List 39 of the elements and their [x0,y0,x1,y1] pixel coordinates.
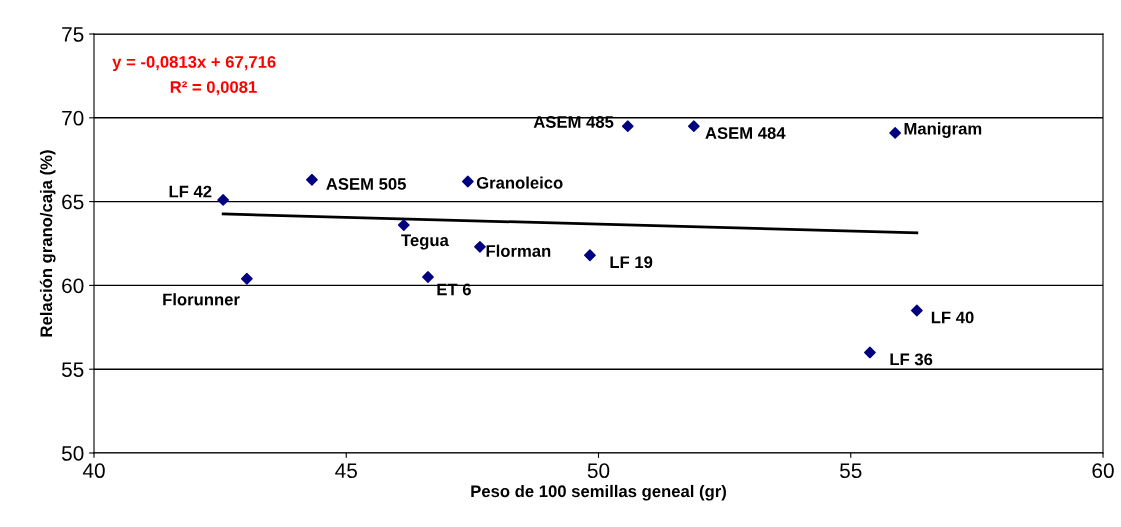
point [306,173,318,186]
point [864,346,876,359]
annotation: LF 40 [931,311,974,324]
annotation: Florman [486,244,551,257]
point [584,249,596,262]
y-tick-label: 50 [61,446,84,461]
annotation: Florunner [163,293,240,306]
point [621,120,634,133]
annotation: Manigram [904,122,982,138]
point [461,175,474,188]
point [397,219,410,231]
x-tick-label: 45 [335,463,357,479]
x-tick-label: 40 [82,463,105,479]
annotation: LF 19 [610,256,653,269]
annotation: LF 42 [169,185,212,198]
annotation: Tegua [401,234,449,250]
annotation: LF 36 [890,353,933,366]
y-tick-label: 55 [61,362,84,377]
annotation: Granoleico [476,176,563,189]
point [910,304,923,317]
point [474,240,486,253]
y-tick-label: 75 [62,27,84,42]
point [240,272,253,285]
point [422,271,434,283]
y-tick-label: 70 [62,110,84,126]
x-tick-label: 55 [840,463,862,479]
point [217,194,230,206]
point [889,126,902,139]
annotation: y = -0,0813x + 67,716 [112,56,276,72]
annotation: ASEM 484 [705,127,786,139]
annotation: ASEM 505 [326,178,406,190]
annotation: R² = 0,0081 [170,81,257,96]
point [687,120,700,133]
y-axis-title: Relación grano/caja (%) [39,150,56,337]
y-tick-label: 60 [62,278,84,294]
x-tick-label: 60 [1092,463,1114,479]
x-tick-label: 50 [587,463,610,479]
y-tick-label: 65 [62,194,84,210]
x-axis-title: Peso de 100 semillas geneal (gr) [471,484,726,501]
